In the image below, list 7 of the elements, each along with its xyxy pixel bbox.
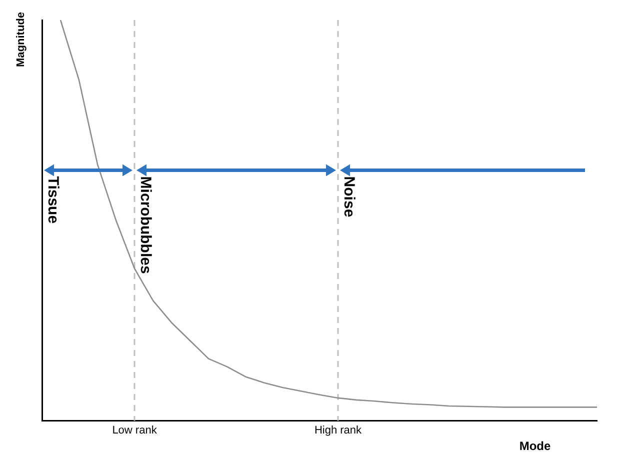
annotation: Microbubbles — [136, 176, 154, 274]
x-tick-label: High rank — [314, 424, 362, 436]
y-axis-title: Magnitude — [15, 12, 27, 67]
annotation: Noise — [340, 176, 358, 218]
x-axis-title: Mode — [519, 438, 551, 453]
x-tick-label: Low rank — [112, 424, 158, 436]
annotation: Tissue — [44, 176, 62, 224]
